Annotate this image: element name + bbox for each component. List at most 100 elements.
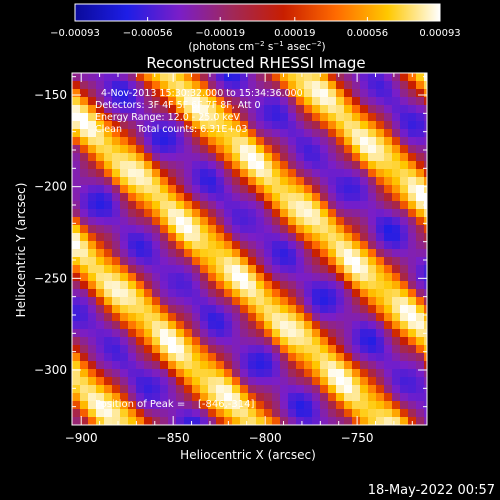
- heatmap-cell: [120, 153, 129, 162]
- heatmap-cell: [256, 401, 265, 410]
- heatmap-cell: [232, 145, 241, 154]
- heatmap-cell: [80, 321, 89, 330]
- heatmap-cell: [416, 385, 425, 394]
- heatmap-cell: [248, 233, 257, 242]
- heatmap-cell: [408, 337, 417, 346]
- heatmap-cell: [152, 353, 161, 362]
- heatmap-cell: [336, 241, 345, 250]
- heatmap-cell: [280, 249, 289, 258]
- heatmap-cell: [168, 137, 177, 146]
- heatmap-cell: [248, 329, 257, 338]
- heatmap-cell: [80, 401, 89, 410]
- heatmap-cell: [312, 305, 321, 314]
- heatmap-cell: [104, 393, 113, 402]
- heatmap-cell: [344, 73, 353, 82]
- heatmap-cell: [96, 249, 105, 258]
- heatmap-cell: [128, 297, 137, 306]
- heatmap-cell: [176, 185, 185, 194]
- heatmap-cell: [328, 273, 337, 282]
- heatmap-cell: [240, 145, 249, 154]
- heatmap-cell: [392, 249, 401, 258]
- heatmap-cell: [368, 313, 377, 322]
- heatmap-cell: [152, 337, 161, 346]
- heatmap-cell: [288, 177, 297, 186]
- heatmap-cell: [232, 369, 241, 378]
- heatmap-cell: [416, 225, 425, 234]
- heatmap-cell: [208, 193, 217, 202]
- heatmap-cell: [264, 321, 273, 330]
- heatmap-cell: [344, 257, 353, 266]
- heatmap-cell: [216, 193, 225, 202]
- heatmap-cell: [128, 89, 137, 98]
- heatmap-cell: [200, 153, 209, 162]
- heatmap-cell: [320, 417, 329, 425]
- heatmap-cell: [408, 257, 417, 266]
- heatmap-cell: [352, 257, 361, 266]
- heatmap-cell: [296, 217, 305, 226]
- heatmap-cell: [288, 73, 297, 82]
- heatmap-cell: [208, 265, 217, 274]
- heatmap-cell: [256, 185, 265, 194]
- heatmap-cell: [184, 281, 193, 290]
- heatmap-cell: [208, 153, 217, 162]
- heatmap-cell: [408, 289, 417, 298]
- heatmap-cell: [72, 233, 81, 242]
- heatmap-cell: [96, 241, 105, 250]
- heatmap-cell: [328, 353, 337, 362]
- heatmap-cell: [152, 161, 161, 170]
- heatmap-cell: [424, 273, 427, 282]
- heatmap-cell: [176, 313, 185, 322]
- heatmap-cell: [160, 113, 169, 122]
- heatmap-cell: [224, 97, 233, 106]
- heatmap-cell: [200, 265, 209, 274]
- heatmap-cell: [392, 153, 401, 162]
- heatmap-cell: [376, 289, 385, 298]
- heatmap-cell: [312, 137, 321, 146]
- heatmap-cell: [288, 289, 297, 298]
- heatmap-cell: [144, 129, 153, 138]
- heatmap-cell: [296, 113, 305, 122]
- heatmap-cell: [168, 273, 177, 282]
- heatmap-cell: [280, 281, 289, 290]
- heatmap-cell: [160, 377, 169, 386]
- heatmap-cell: [200, 113, 209, 122]
- heatmap-cell: [208, 289, 217, 298]
- heatmap-cell: [400, 177, 409, 186]
- heatmap-cell: [352, 225, 361, 234]
- heatmap-cell: [136, 241, 145, 250]
- heatmap-cell: [352, 281, 361, 290]
- colorbar-tick-label: 0.00019: [274, 28, 315, 39]
- heatmap-cell: [208, 185, 217, 194]
- heatmap-cell: [248, 289, 257, 298]
- heatmap-cell: [400, 417, 409, 425]
- heatmap-cell: [416, 113, 425, 122]
- heatmap-cell: [384, 385, 393, 394]
- heatmap-cell: [240, 345, 249, 354]
- heatmap-cell: [80, 209, 89, 218]
- heatmap-cell: [232, 217, 241, 226]
- heatmap-cell: [232, 233, 241, 242]
- heatmap-cell: [96, 201, 105, 210]
- heatmap-cell: [296, 137, 305, 146]
- heatmap-cell: [176, 257, 185, 266]
- heatmap-cell: [120, 297, 129, 306]
- heatmap-cell: [216, 281, 225, 290]
- heatmap-cell: [104, 129, 113, 138]
- heatmap-cell: [208, 201, 217, 210]
- heatmap-cell: [384, 201, 393, 210]
- heatmap-cell: [136, 177, 145, 186]
- heatmap-cell: [264, 369, 273, 378]
- heatmap-cell: [88, 73, 97, 82]
- heatmap-cell: [144, 249, 153, 258]
- heatmap-cell: [120, 73, 129, 82]
- heatmap-cell: [320, 313, 329, 322]
- heatmap-cell: [272, 241, 281, 250]
- heatmap-cell: [296, 177, 305, 186]
- heatmap-cell: [208, 137, 217, 146]
- heatmap-cell: [104, 265, 113, 274]
- heatmap-cell: [368, 217, 377, 226]
- heatmap-cell: [288, 393, 297, 402]
- heatmap-cell: [312, 265, 321, 274]
- heatmap-cell: [368, 265, 377, 274]
- heatmap-cell: [128, 369, 137, 378]
